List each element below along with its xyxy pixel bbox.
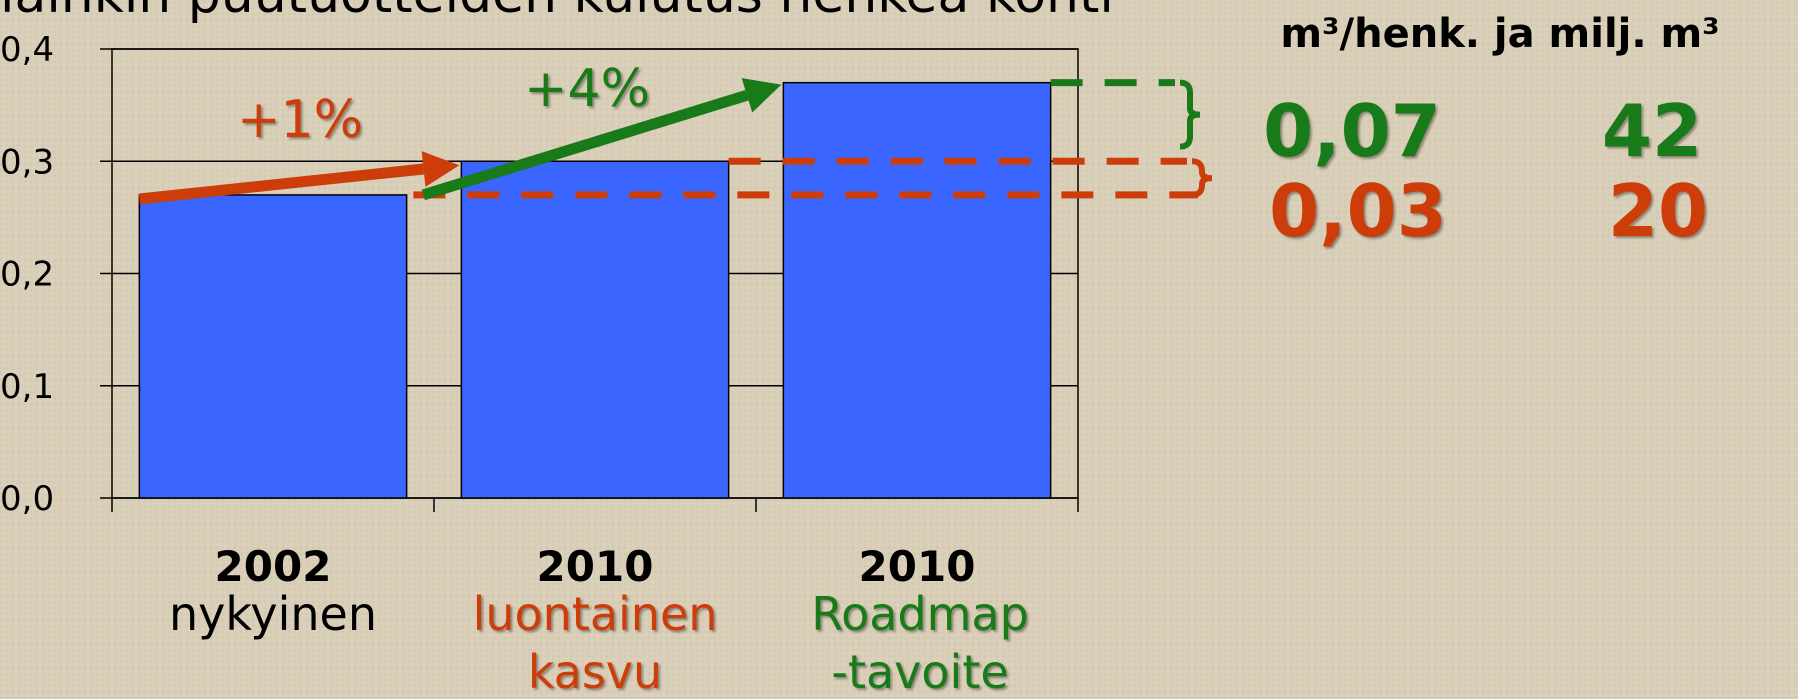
annotation: +1% [237,90,363,150]
category-description: nykyinen [169,587,377,641]
bar [138,194,408,499]
x-tick-label: 2002 [215,542,332,591]
category-description: luontainen [473,587,718,641]
side-value: 0,03 [1269,169,1447,253]
side-value: 42 [1602,89,1702,173]
y-tick-label: 0,1 [0,367,54,407]
category-description: Roadmap [811,587,1029,641]
side-value: 20 [1608,169,1708,253]
arrow-head [741,78,782,113]
category-description: kasvu [528,645,662,699]
category-description: -tavoite [831,645,1008,699]
brace [1191,158,1213,198]
arrow-head [421,151,460,187]
brace [1179,79,1201,150]
bar [782,81,1052,499]
x-tick-label: 2010 [859,542,976,591]
y-tick-label: 0,2 [0,255,54,295]
side-header: m³/henk. ja milj. m³ [1280,11,1719,57]
y-tick-label: 0,0 [0,479,54,519]
y-tick-label: 0,3 [0,142,54,182]
annotation: +4% [524,59,650,119]
bar [460,160,730,499]
side-value: 0,07 [1263,89,1441,173]
y-tick-label: 0,4 [0,30,54,70]
arrow [421,90,749,201]
x-tick-label: 2010 [537,542,654,591]
arrow [138,163,425,205]
chart-title: lainkin puutuotteiden kulutus henkeä koh… [0,0,1114,25]
